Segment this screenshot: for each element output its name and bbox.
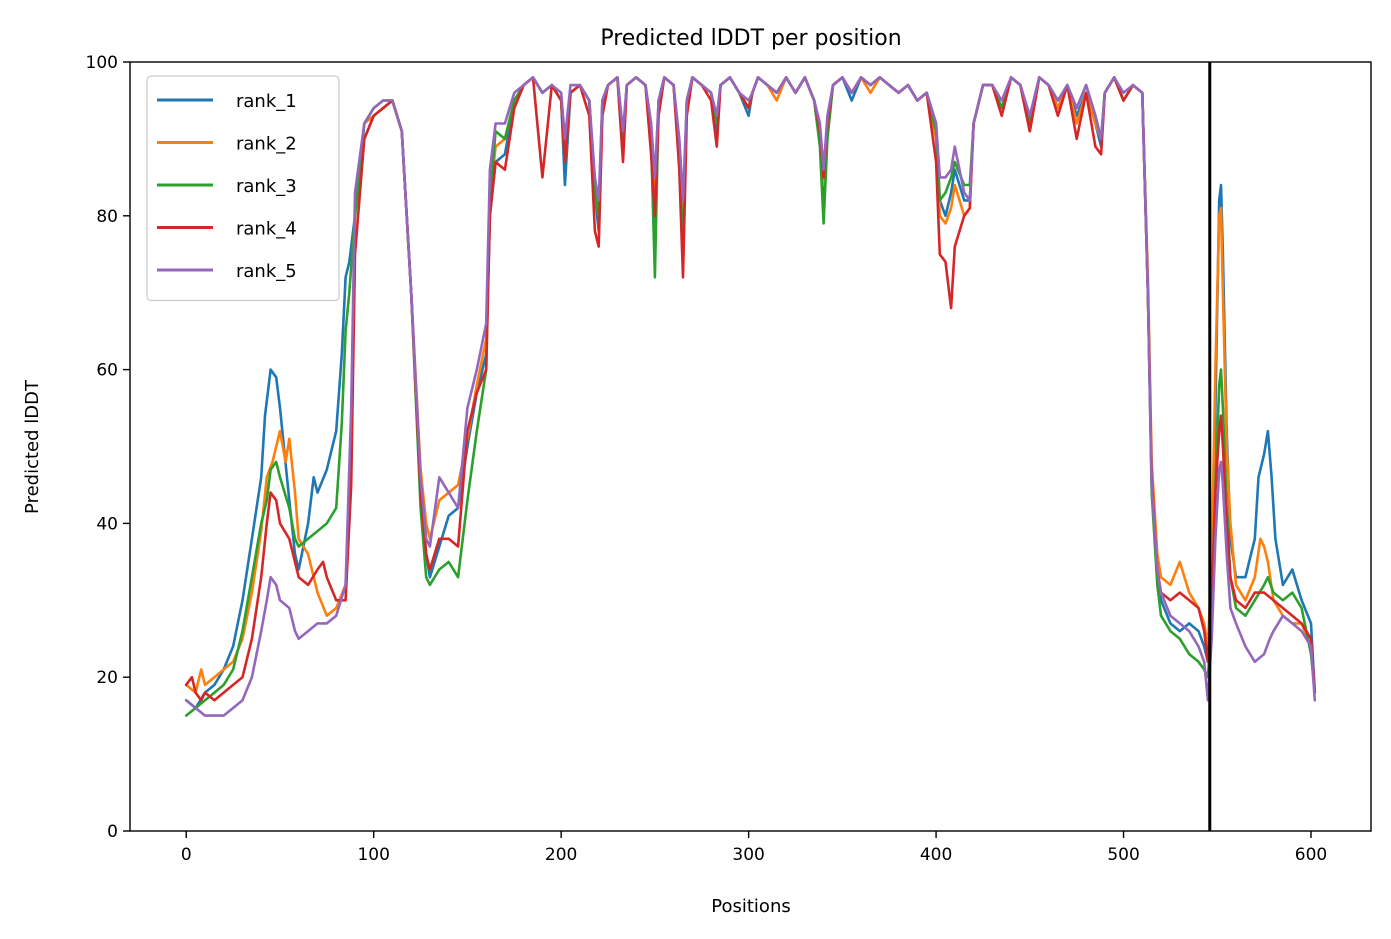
legend-label-rank_2: rank_2 bbox=[236, 134, 297, 155]
plot-frame bbox=[129, 61, 1372, 832]
x-tick-label: 100 bbox=[357, 845, 389, 865]
y-tick-label: 0 bbox=[107, 822, 118, 842]
x-tick-label: 300 bbox=[732, 845, 764, 865]
y-tick-label: 20 bbox=[96, 668, 118, 688]
x-tick-label: 200 bbox=[545, 845, 577, 865]
legend-box bbox=[146, 75, 340, 302]
x-axis-label: Positions bbox=[711, 896, 790, 917]
y-tick-label: 40 bbox=[96, 514, 118, 534]
x-tick-label: 600 bbox=[1295, 845, 1327, 865]
legend-label-rank_4: rank_4 bbox=[236, 219, 297, 240]
legend-label-rank_3: rank_3 bbox=[236, 176, 297, 197]
plot-area: 0 100 200 300 400 500 600020406080100rank_1ran… bbox=[86, 53, 1372, 865]
y-axis-label: Predicted lDDT bbox=[22, 379, 43, 514]
y-tick-label: 60 bbox=[96, 361, 118, 381]
x-tick-label: 0 bbox=[181, 845, 192, 865]
x-tick-label: 500 bbox=[1107, 845, 1139, 865]
chart-title: Predicted lDDT per position bbox=[600, 26, 901, 51]
y-tick-label: 100 bbox=[86, 53, 118, 73]
legend-label-rank_1: rank_1 bbox=[236, 91, 297, 112]
y-tick-label: 80 bbox=[96, 207, 118, 227]
series-line-rank_5 bbox=[184, 76, 1317, 717]
series-group bbox=[184, 76, 1317, 717]
legend: rank_1 rank_2 rank_3 rank_4 rank_5 bbox=[146, 75, 340, 302]
legend-label-rank_5: rank_5 bbox=[236, 261, 297, 282]
x-tick-label: 400 bbox=[920, 845, 952, 865]
